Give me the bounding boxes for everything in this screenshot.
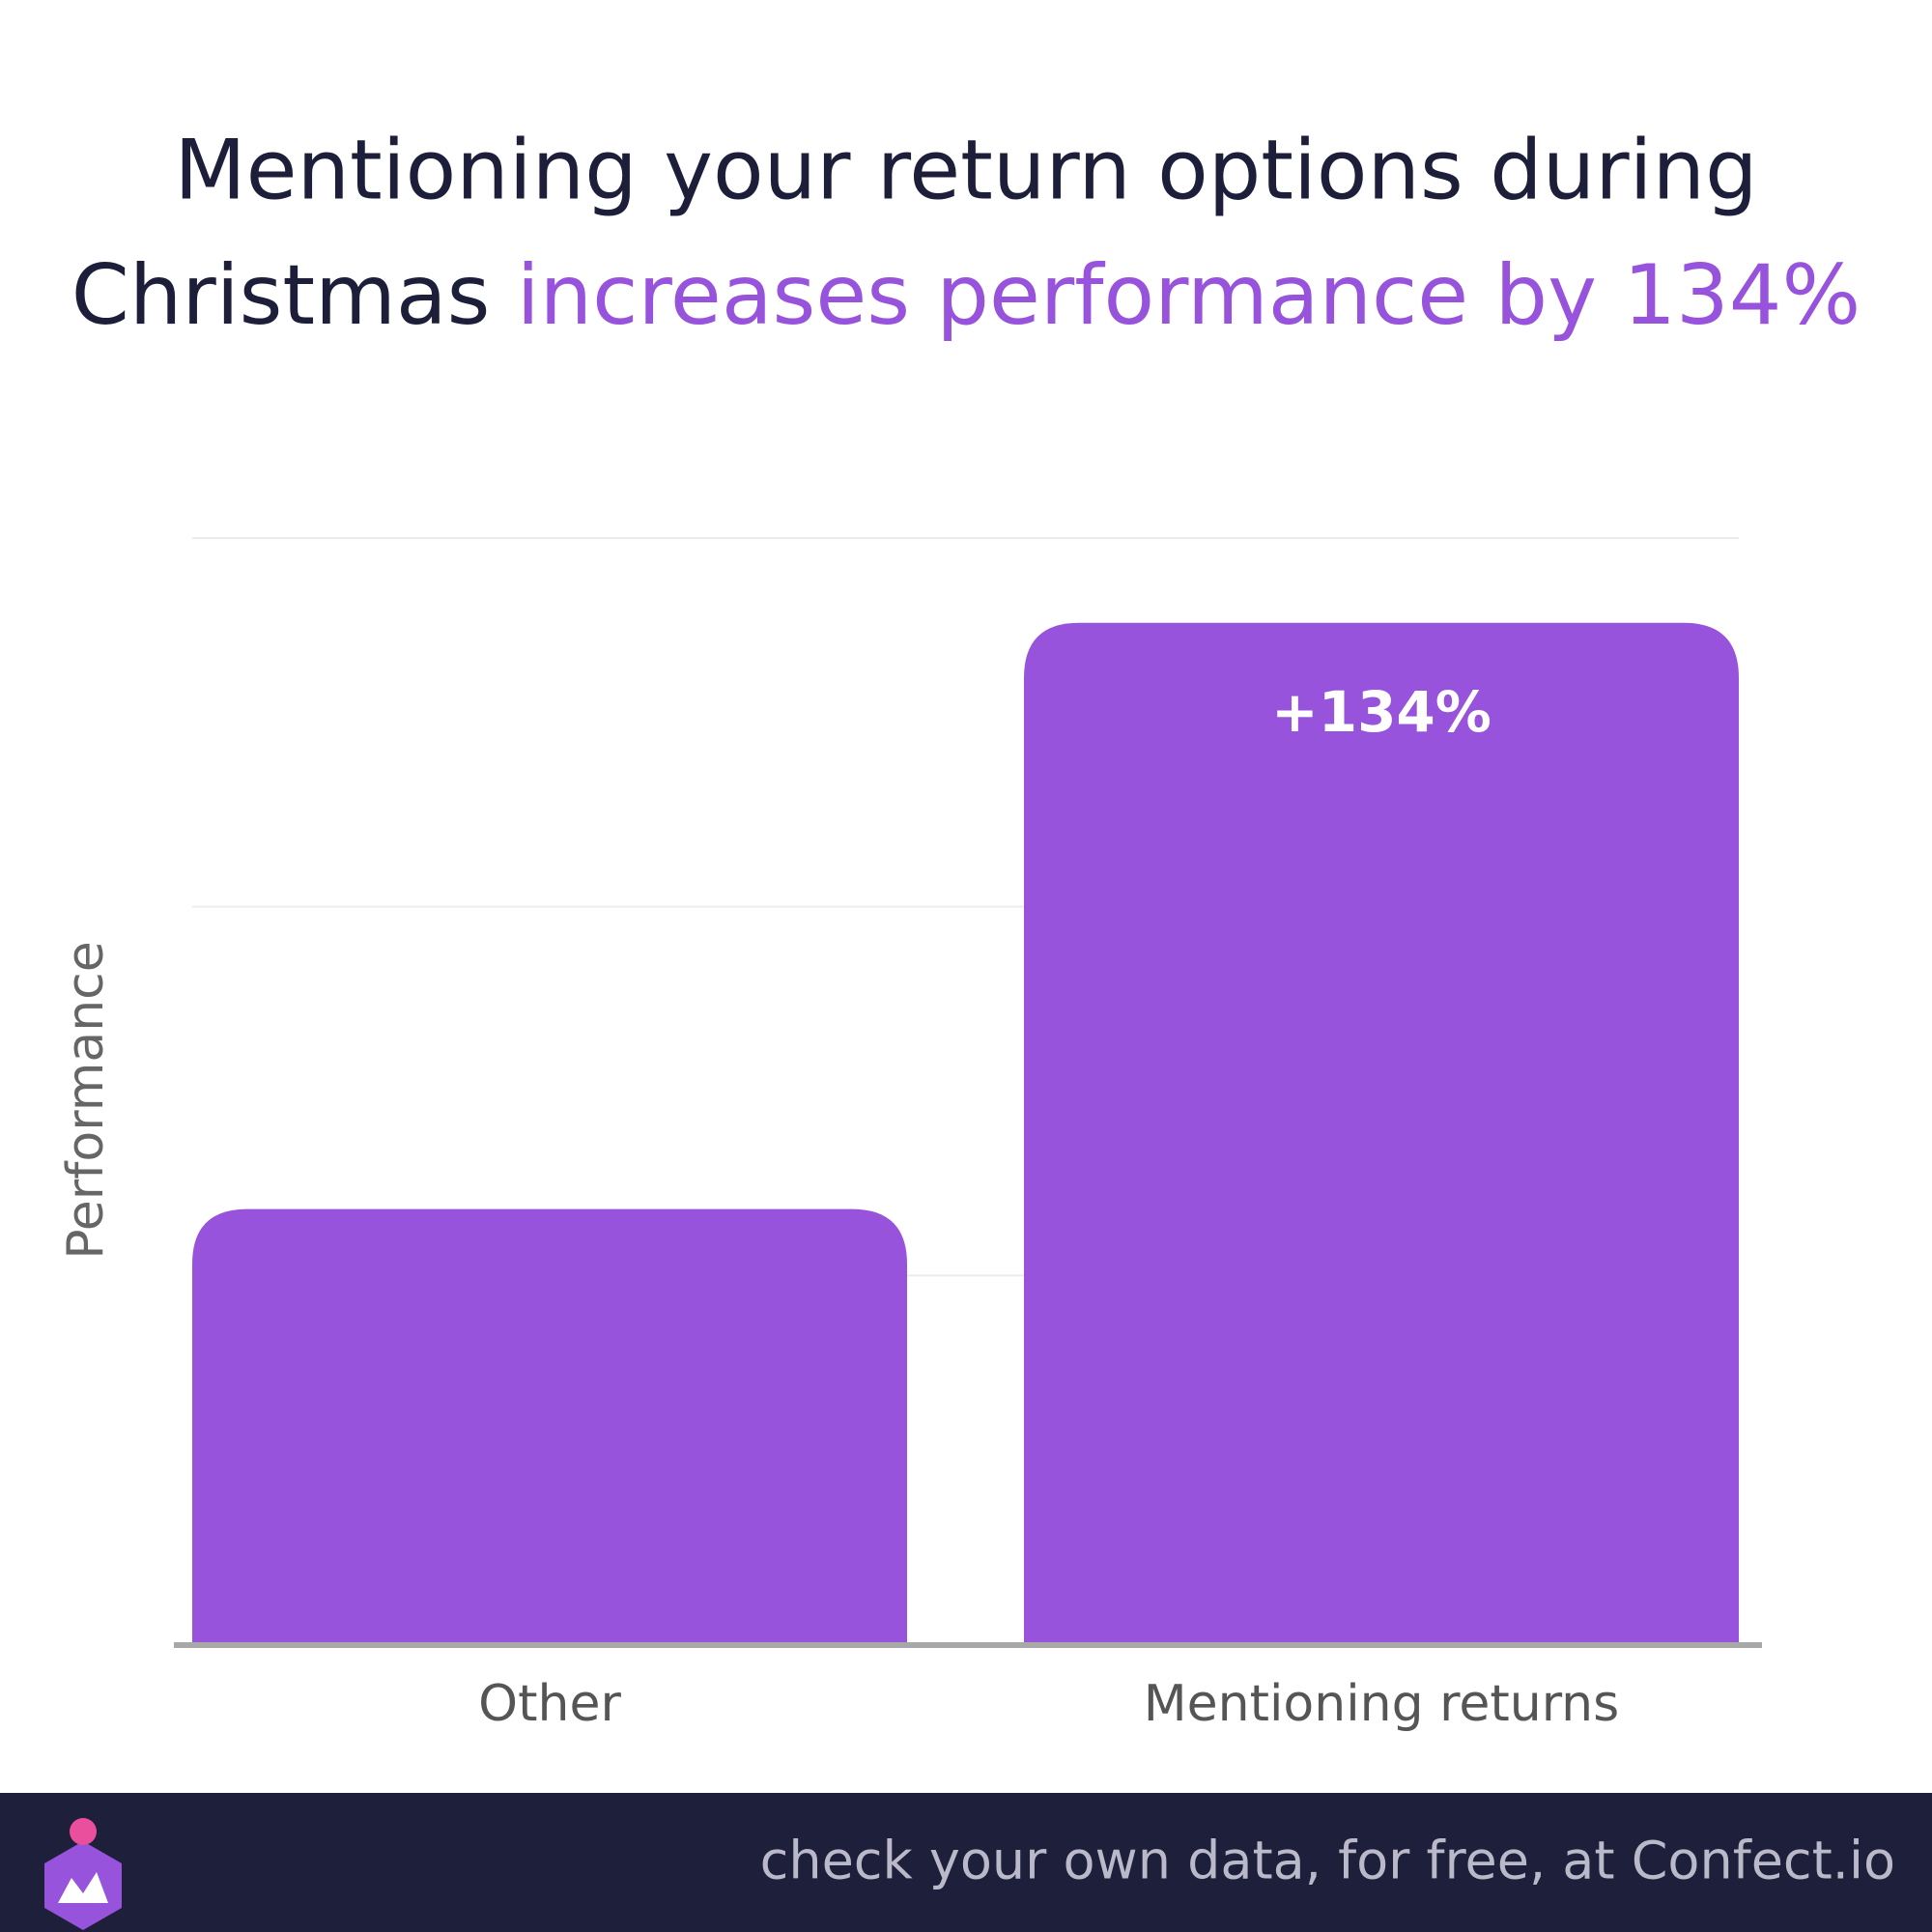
chart-title-highlight: increases performance by 134% — [517, 247, 1861, 344]
bar — [1024, 622, 1739, 1644]
logo-hexagon — [44, 1841, 122, 1930]
x-tick-label: Mentioning returns — [1144, 1675, 1619, 1733]
logo-mark — [58, 1872, 108, 1903]
y-axis-label: Performance — [57, 941, 115, 1260]
bar — [192, 1208, 907, 1644]
logo-dot — [70, 1818, 97, 1845]
x-tick-label: Other — [478, 1675, 621, 1733]
chart-title: Mentioning your return options during — [174, 122, 1757, 218]
footer-bar — [0, 1793, 1932, 1932]
chart-title-part: Christmas — [71, 247, 491, 344]
logo — [44, 1818, 122, 1930]
footer-text: check your own data, for free, at Confec… — [760, 1831, 1895, 1891]
bar-annotation: +134% — [1271, 679, 1492, 745]
plot-area: Other Mentioning returns +134% — [174, 537, 1762, 1733]
chart-title: Christmas increases performance by 134% — [71, 247, 1861, 344]
